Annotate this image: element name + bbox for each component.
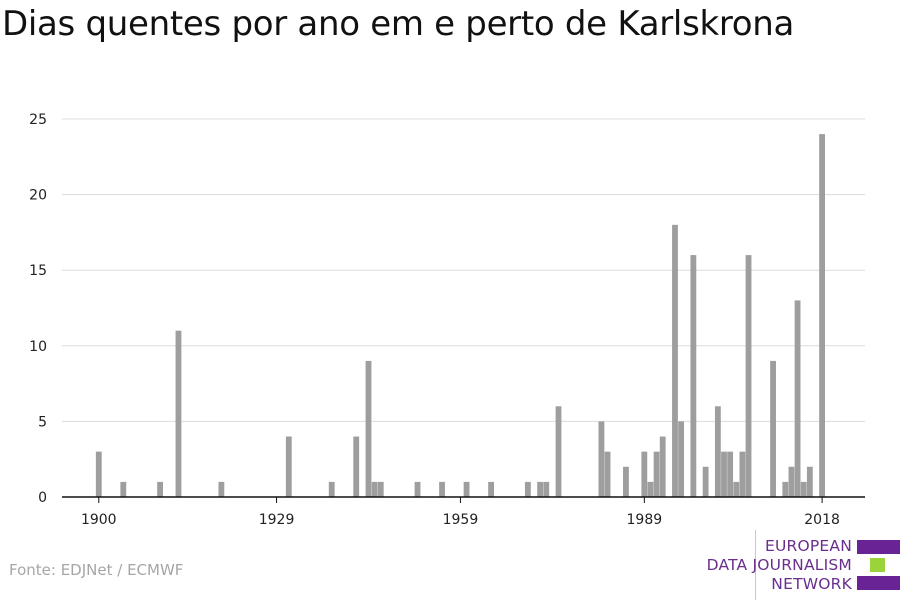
grid-lines — [62, 118, 865, 422]
x-tick-label-1900: 1900 — [81, 512, 117, 528]
x-tick-label-1929: 1929 — [259, 512, 295, 528]
bar-1994 — [672, 224, 678, 497]
y-tick-label-0: 0 — [38, 490, 47, 506]
bar-1944 — [365, 360, 372, 497]
chart-title: Dias quentes por ano em e perto de Karls… — [2, 4, 795, 44]
bar-2014 — [794, 300, 801, 497]
bar-2012 — [782, 481, 789, 497]
bar-1982 — [598, 421, 605, 497]
bar-1942 — [353, 436, 360, 497]
bar-2015 — [800, 481, 807, 497]
logo-divider — [755, 530, 756, 600]
source-note: Fonte: EDJNet / ECMWF — [9, 561, 184, 579]
bar-2018 — [819, 134, 826, 497]
bar-1931 — [285, 436, 292, 497]
bar-1946 — [377, 481, 384, 497]
bars — [95, 134, 826, 497]
bar-2003 — [727, 451, 734, 497]
y-tick-label-10: 10 — [29, 339, 47, 355]
y-tick-label-15: 15 — [29, 263, 47, 279]
bar-1938 — [328, 481, 335, 497]
bar-1920 — [218, 481, 225, 497]
bar-2002 — [721, 451, 727, 497]
y-tick-label-20: 20 — [29, 188, 47, 204]
bar-1983 — [604, 451, 611, 497]
y-tick-label-25: 25 — [29, 112, 47, 128]
bar-2006 — [745, 255, 752, 497]
logo-bar-bottom — [857, 576, 900, 590]
bar-1989 — [641, 451, 648, 497]
bar-1975 — [555, 406, 562, 497]
y-tick-label-5: 5 — [38, 414, 47, 430]
bar-1995 — [678, 421, 685, 497]
bar-1964 — [488, 481, 494, 497]
bar-1992 — [659, 436, 666, 497]
bar-1999 — [702, 466, 709, 497]
bar-1910 — [157, 481, 163, 497]
bar-2005 — [739, 451, 746, 497]
y-tick-labels: 0 5 10 15 20 25 — [29, 112, 47, 506]
bar-1952 — [414, 481, 421, 497]
logo-line-network: NETWORK — [771, 575, 852, 593]
bar-1956 — [439, 481, 445, 497]
edjnet-logo: EUROPEAN DATA JOURNALISM NETWORK — [700, 530, 900, 600]
logo-line-data-journalism: DATA JOURNALISM — [706, 556, 852, 574]
logo-bar-top — [857, 540, 900, 554]
bar-1997 — [690, 255, 697, 497]
logo-line-european: EUROPEAN — [764, 537, 852, 555]
bar-1990 — [647, 481, 654, 497]
bar-1991 — [653, 451, 660, 497]
x-ticks: 1900 1929 1959 1989 2018 — [81, 497, 840, 528]
x-tick-label-2018: 2018 — [804, 512, 840, 528]
bar-1986 — [623, 466, 629, 497]
bar-1900 — [95, 451, 102, 497]
bar-2001 — [714, 406, 721, 497]
bar-1904 — [120, 481, 127, 497]
bar-2013 — [788, 466, 795, 497]
bar-1945 — [371, 481, 378, 497]
bar-1960 — [463, 481, 470, 497]
bar-1973 — [543, 481, 550, 497]
bar-2004 — [733, 481, 740, 497]
bar-1970 — [524, 481, 531, 497]
x-tick-label-1959: 1959 — [443, 512, 479, 528]
logo-bar-middle — [870, 558, 885, 572]
bar-1913 — [175, 330, 182, 497]
bar-2010 — [770, 360, 776, 497]
bar-1972 — [537, 481, 544, 497]
bar-2016 — [806, 466, 813, 497]
x-tick-label-1989: 1989 — [627, 512, 663, 528]
